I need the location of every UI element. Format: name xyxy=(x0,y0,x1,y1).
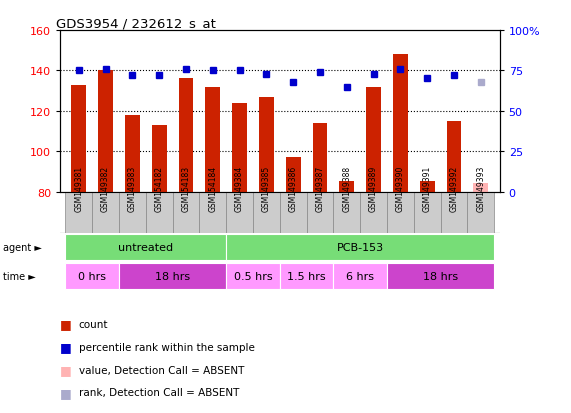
Bar xyxy=(125,116,140,192)
Bar xyxy=(286,158,300,192)
Bar xyxy=(339,182,354,192)
Bar xyxy=(179,79,194,192)
Text: GSM149385: GSM149385 xyxy=(262,166,271,212)
Bar xyxy=(447,121,461,192)
Bar xyxy=(119,264,226,290)
Bar xyxy=(360,192,387,233)
Text: percentile rank within the sample: percentile rank within the sample xyxy=(79,342,255,352)
Bar xyxy=(366,88,381,192)
Text: 0 hrs: 0 hrs xyxy=(78,271,106,281)
Text: GSM149390: GSM149390 xyxy=(396,166,405,212)
Bar xyxy=(387,264,494,290)
Text: ■: ■ xyxy=(60,318,72,331)
Text: 18 hrs: 18 hrs xyxy=(155,271,190,281)
Bar xyxy=(226,192,253,233)
Text: ■: ■ xyxy=(60,363,72,376)
Bar xyxy=(414,192,441,233)
Bar xyxy=(307,192,333,233)
Text: GSM149391: GSM149391 xyxy=(423,166,432,212)
Bar xyxy=(280,192,307,233)
Text: GSM154184: GSM154184 xyxy=(208,166,218,212)
Bar xyxy=(71,85,86,192)
Text: GSM149382: GSM149382 xyxy=(101,166,110,212)
Bar xyxy=(473,184,488,192)
Bar xyxy=(146,192,172,233)
Bar xyxy=(232,103,247,192)
Bar xyxy=(468,192,494,233)
Bar xyxy=(393,55,408,192)
Text: rank, Detection Call = ABSENT: rank, Detection Call = ABSENT xyxy=(79,387,239,397)
Text: GSM149393: GSM149393 xyxy=(476,166,485,212)
Text: untreated: untreated xyxy=(118,242,174,252)
Text: GSM149388: GSM149388 xyxy=(342,166,351,212)
Bar xyxy=(226,264,280,290)
Bar xyxy=(65,235,226,261)
Bar xyxy=(65,264,119,290)
Bar xyxy=(259,97,274,192)
Bar xyxy=(98,71,113,192)
Text: PCB-153: PCB-153 xyxy=(337,242,384,252)
Text: GSM149387: GSM149387 xyxy=(316,166,324,212)
Bar xyxy=(172,192,199,233)
Bar xyxy=(65,192,92,233)
Text: time ►: time ► xyxy=(3,272,35,282)
Text: 1.5 hrs: 1.5 hrs xyxy=(287,271,326,281)
Bar xyxy=(420,182,435,192)
Text: value, Detection Call = ABSENT: value, Detection Call = ABSENT xyxy=(79,365,244,375)
Bar xyxy=(206,88,220,192)
Text: GSM149383: GSM149383 xyxy=(128,166,137,212)
Text: GSM149381: GSM149381 xyxy=(74,166,83,212)
Text: GSM149389: GSM149389 xyxy=(369,166,378,212)
Text: GSM154182: GSM154182 xyxy=(155,166,164,212)
Bar xyxy=(441,192,468,233)
Text: 6 hrs: 6 hrs xyxy=(346,271,374,281)
Bar xyxy=(199,192,226,233)
Text: GSM154183: GSM154183 xyxy=(182,166,191,212)
Text: 18 hrs: 18 hrs xyxy=(423,271,458,281)
Text: GSM149392: GSM149392 xyxy=(449,166,459,212)
Bar xyxy=(280,264,333,290)
Text: agent ►: agent ► xyxy=(3,243,42,253)
Bar xyxy=(152,126,167,192)
Bar xyxy=(313,123,327,192)
Bar xyxy=(333,264,387,290)
Text: ■: ■ xyxy=(60,386,72,399)
Text: GSM149386: GSM149386 xyxy=(289,166,297,212)
Bar xyxy=(253,192,280,233)
Text: count: count xyxy=(79,319,108,329)
Bar xyxy=(226,235,494,261)
Bar xyxy=(119,192,146,233)
Bar xyxy=(333,192,360,233)
Text: GDS3954 / 232612_s_at: GDS3954 / 232612_s_at xyxy=(55,17,215,30)
Text: GSM149384: GSM149384 xyxy=(235,166,244,212)
Text: ■: ■ xyxy=(60,340,72,354)
Text: 0.5 hrs: 0.5 hrs xyxy=(234,271,272,281)
Bar xyxy=(387,192,414,233)
Bar xyxy=(92,192,119,233)
